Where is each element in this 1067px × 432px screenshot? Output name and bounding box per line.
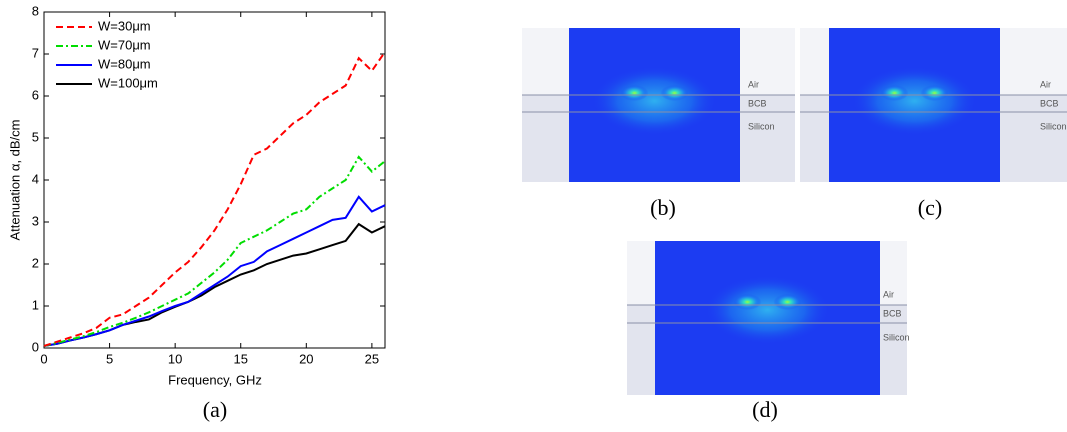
y-tick-label: 1 bbox=[32, 297, 39, 312]
legend-label: W=70μm bbox=[98, 37, 151, 52]
layer-label: BCB bbox=[748, 98, 767, 108]
layer-label: Silicon bbox=[1040, 121, 1067, 131]
layer-label: Silicon bbox=[748, 121, 775, 131]
field-spot bbox=[733, 294, 762, 310]
y-tick-label: 8 bbox=[32, 3, 39, 18]
field-spot bbox=[920, 85, 949, 101]
field-panel: Air BCB Silicon bbox=[522, 28, 795, 182]
field-spot bbox=[620, 85, 649, 101]
field-panel: Air BCB Silicon bbox=[627, 241, 910, 395]
layer-label: BCB bbox=[883, 308, 902, 318]
data-line bbox=[43, 51, 386, 347]
x-tick-label: 10 bbox=[168, 351, 182, 366]
field-halo bbox=[852, 67, 977, 135]
y-tick-label: 0 bbox=[32, 339, 39, 354]
field-spot bbox=[773, 294, 802, 310]
field-halo bbox=[705, 276, 830, 344]
x-tick-label: 15 bbox=[233, 351, 247, 366]
legend-label: W=30μm bbox=[98, 18, 151, 33]
plot-area bbox=[43, 11, 386, 349]
layer-label: Air bbox=[883, 289, 894, 299]
field-spot bbox=[880, 85, 909, 101]
y-axis-label: Attenuation α, dB/cm bbox=[7, 120, 22, 241]
x-tick-label: 5 bbox=[106, 351, 113, 366]
caption: (a) bbox=[203, 397, 227, 422]
y-tick-label: 4 bbox=[32, 171, 39, 186]
panel-caption: (d) bbox=[752, 397, 778, 422]
legend-label: W=100μm bbox=[98, 75, 158, 90]
x-tick-label: 25 bbox=[365, 351, 379, 366]
y-tick-label: 3 bbox=[32, 213, 39, 228]
y-tick-label: 5 bbox=[32, 129, 39, 144]
layer-label: Air bbox=[748, 79, 759, 89]
field-panel: Air BCB Silicon bbox=[800, 28, 1067, 182]
y-tick-label: 6 bbox=[32, 87, 39, 102]
field-spot bbox=[660, 85, 689, 101]
panel-caption: (b) bbox=[650, 195, 676, 220]
x-tick-label: 20 bbox=[299, 351, 313, 366]
layer-label: BCB bbox=[1040, 98, 1059, 108]
layer-label: Air bbox=[1040, 79, 1051, 89]
data-line bbox=[43, 195, 386, 347]
panel-caption: (c) bbox=[918, 195, 942, 220]
x-tick-label: 0 bbox=[40, 351, 47, 366]
field-halo bbox=[592, 67, 717, 135]
y-tick-label: 2 bbox=[32, 255, 39, 270]
x-axis-label: Frequency, GHz bbox=[168, 372, 262, 387]
layer-label: Silicon bbox=[883, 332, 910, 342]
y-tick-label: 7 bbox=[32, 45, 39, 60]
legend-label: W=80μm bbox=[98, 56, 151, 71]
